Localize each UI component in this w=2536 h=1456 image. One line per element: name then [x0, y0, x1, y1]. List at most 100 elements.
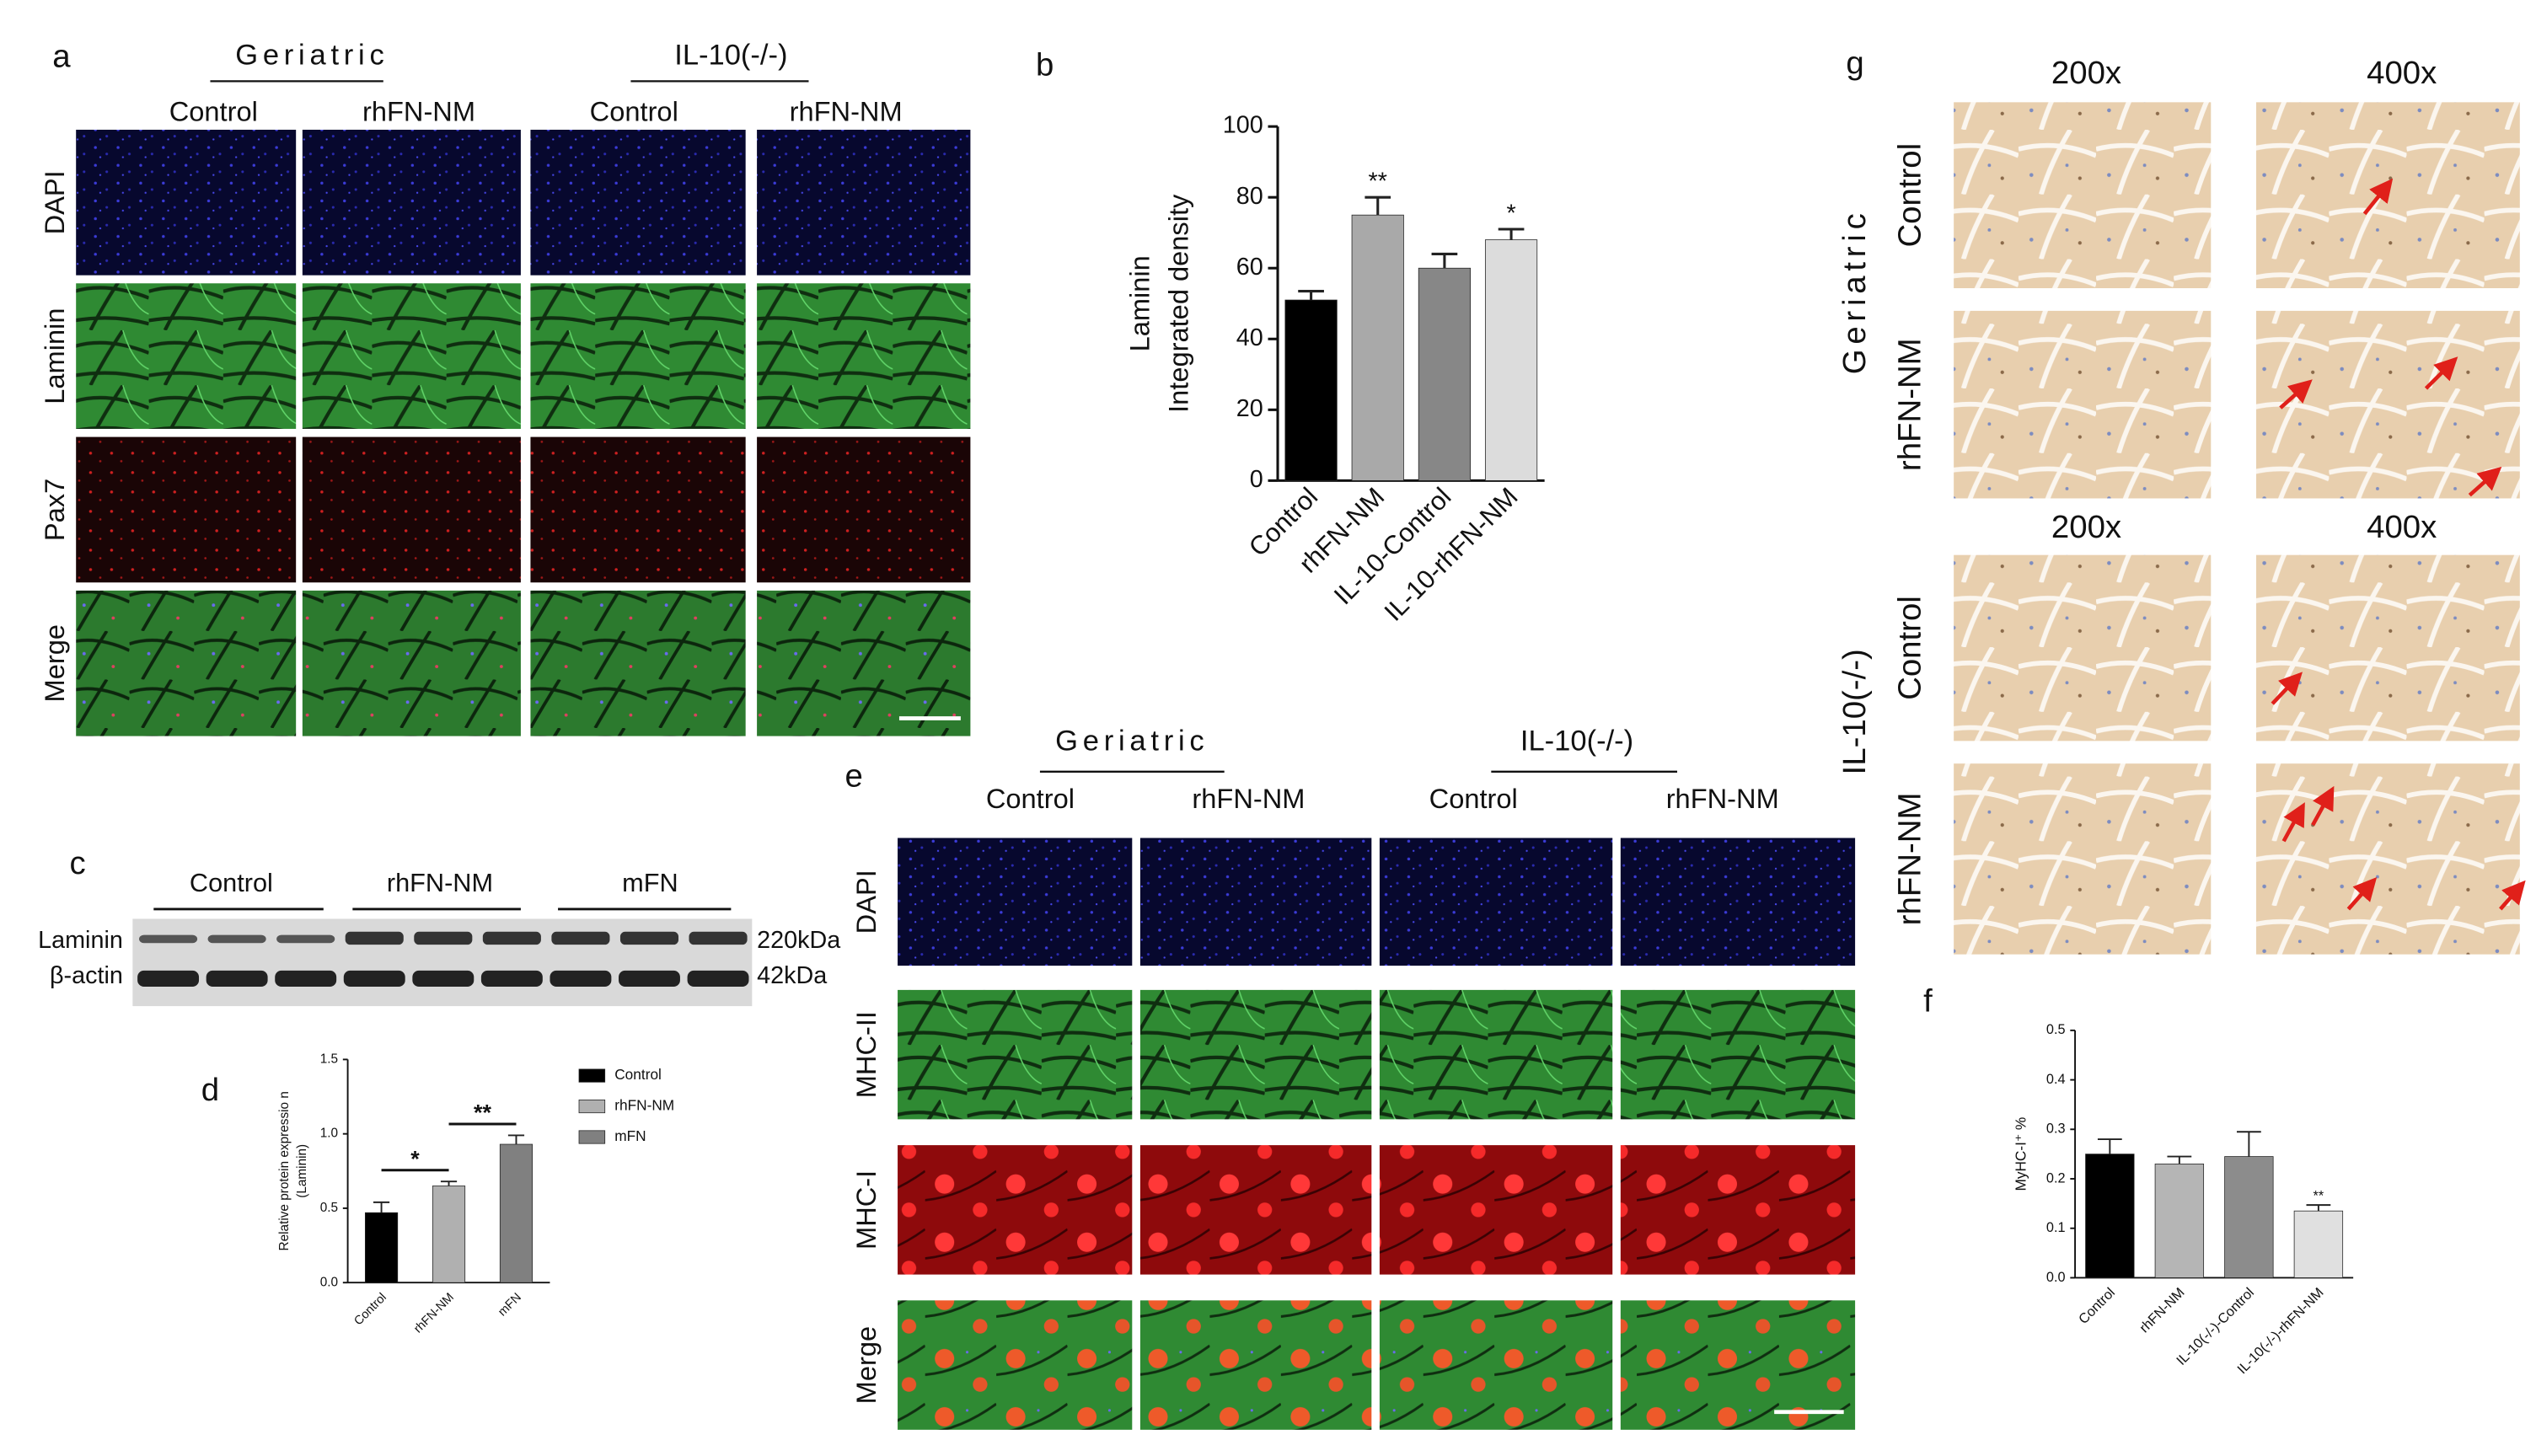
micrograph: [76, 590, 297, 736]
error-bar: [1498, 228, 1525, 240]
error-bar: [2097, 1138, 2122, 1154]
error-bar: [1365, 195, 1391, 216]
arrow: [2362, 178, 2394, 216]
error-bar: [440, 1180, 458, 1186]
micrograph: [1379, 838, 1613, 966]
size-label: 42kDa: [757, 962, 827, 989]
arrow: [2424, 356, 2458, 390]
y-axis-label: MyHC-I⁺ %: [2012, 1117, 2029, 1191]
band: [482, 931, 541, 945]
panel-label: g: [1846, 45, 1863, 81]
micrograph: [530, 436, 746, 583]
error-bar: [507, 1134, 525, 1145]
bar: [2293, 1210, 2344, 1278]
micrograph: [1954, 310, 2212, 499]
magnification-label: 200x: [2051, 55, 2121, 91]
significance: **: [1369, 169, 1387, 195]
y-tick-label: 0.3: [2046, 1121, 2066, 1137]
band: [480, 970, 543, 988]
micrograph: [1379, 989, 1613, 1120]
row-label: Control: [1891, 143, 1927, 248]
arrow: [2279, 379, 2313, 410]
y-axis-label: Laminin: [1123, 255, 1155, 351]
band: [619, 931, 679, 945]
micrograph: [1620, 989, 1856, 1120]
group-label: mFN: [622, 868, 678, 897]
micrograph: [1620, 838, 1856, 966]
micrograph: [898, 1145, 1133, 1275]
panel-label: a: [52, 39, 71, 75]
bar: [1484, 239, 1538, 481]
row-label: Laminin: [39, 308, 70, 404]
y-tick-label: 80: [1236, 183, 1263, 210]
arrow: [2311, 785, 2335, 827]
error-bar: [2167, 1155, 2192, 1164]
band: [551, 931, 610, 945]
micrograph: [302, 129, 521, 276]
micrograph: [898, 989, 1133, 1120]
micrograph: [530, 129, 746, 276]
band: [276, 934, 335, 944]
bar: [499, 1143, 533, 1283]
arrow: [2271, 672, 2303, 705]
micrograph: [1954, 763, 2212, 955]
legend-swatch: [578, 1068, 606, 1083]
legend-label: rhFN-NM: [614, 1097, 674, 1114]
arrow: [2499, 880, 2526, 911]
y-axis-label: Relative protein expressio n: [277, 1091, 292, 1250]
micrograph: [530, 283, 746, 429]
panel-label: c: [70, 845, 86, 881]
significance: **: [474, 1100, 491, 1126]
micrograph: [2256, 102, 2520, 289]
band: [414, 931, 473, 945]
micrograph: [1379, 1145, 1613, 1275]
band: [412, 970, 474, 988]
y-tick-label: 60: [1236, 254, 1263, 281]
significance: **: [2313, 1189, 2324, 1204]
micrograph: [2256, 554, 2520, 741]
magnification-label: 400x: [2367, 55, 2437, 91]
column-label: rhFN-NM: [362, 95, 475, 126]
band: [550, 970, 612, 988]
row-label: Merge: [850, 1326, 882, 1404]
x-tick-label: Control: [2076, 1285, 2118, 1327]
panel-label: e: [845, 758, 863, 795]
micrograph: [302, 436, 521, 583]
y-tick-label: 0.1: [2046, 1220, 2066, 1235]
band: [206, 970, 268, 988]
arrow: [2346, 876, 2378, 911]
y-tick-label: 0: [1250, 466, 1263, 493]
micrograph: [1954, 102, 2212, 289]
row-label: rhFN-NM: [1891, 338, 1927, 471]
band: [207, 934, 266, 944]
band: [689, 931, 748, 945]
row-label: Merge: [39, 624, 70, 702]
magnification-label: 200x: [2051, 509, 2121, 545]
bar: [364, 1212, 399, 1283]
micrograph: [76, 129, 297, 276]
error-bar: [373, 1201, 390, 1213]
panel-label: f: [1923, 982, 1933, 1019]
bar: [432, 1186, 466, 1283]
column-label: Control: [986, 783, 1075, 814]
band: [343, 970, 405, 988]
band: [275, 970, 337, 988]
group-label: Geriatric: [1836, 208, 1873, 374]
size-label: 220kDa: [757, 927, 840, 954]
micrograph: [1620, 1300, 1856, 1430]
arrow: [2468, 466, 2502, 497]
band: [345, 931, 404, 945]
micrographs: [76, 102, 2520, 1430]
micrograph: [757, 283, 971, 429]
y-tick-label: 0.2: [2046, 1170, 2066, 1186]
y-tick-label: 1.0: [320, 1127, 338, 1141]
panel-label: b: [1036, 46, 1054, 83]
group-label: rhFN-NM: [387, 868, 493, 897]
column-label: rhFN-NM: [790, 95, 903, 126]
arrow: [2281, 802, 2305, 843]
row-label: MHC-II: [850, 1011, 882, 1098]
band: [619, 970, 680, 988]
micrograph: [76, 436, 297, 583]
micrograph: [530, 590, 746, 736]
